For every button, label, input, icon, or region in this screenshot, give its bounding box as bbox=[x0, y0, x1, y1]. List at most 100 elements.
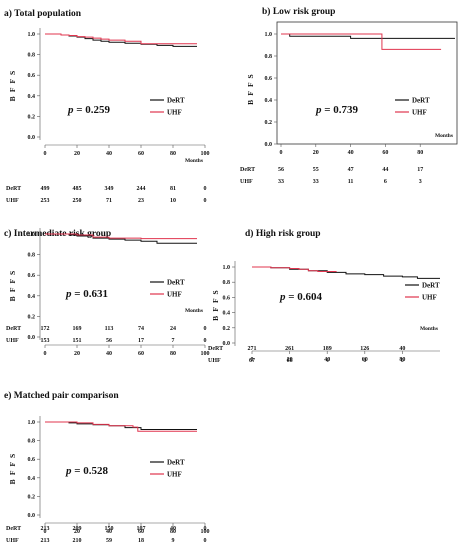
risk-row-label: UHF bbox=[6, 538, 19, 544]
x-tick-label: 60 bbox=[362, 357, 368, 363]
risk-count: 3 bbox=[419, 179, 422, 185]
y-tick-label: 0.4 bbox=[223, 311, 231, 317]
risk-count: 349 bbox=[105, 186, 114, 192]
x-axis-label: Months bbox=[185, 158, 203, 164]
x-tick-label: 80 bbox=[399, 357, 405, 363]
risk-count: 209 bbox=[73, 526, 82, 532]
x-tick-label: 40 bbox=[106, 351, 112, 357]
x-tick-label: 100 bbox=[201, 151, 210, 157]
risk-count: 0 bbox=[204, 198, 207, 204]
y-tick-label: 0.6 bbox=[28, 457, 36, 463]
risk-count: 56 bbox=[278, 167, 284, 173]
legend-entry: DeRT bbox=[167, 459, 185, 467]
x-axis-label: Months bbox=[185, 308, 203, 314]
risk-count: 18 bbox=[138, 538, 144, 544]
legend-entry: DeRT bbox=[167, 97, 185, 105]
y-tick-label: 0.4 bbox=[28, 476, 36, 482]
y-tick-label: 1.0 bbox=[28, 32, 36, 38]
x-tick-label: 80 bbox=[417, 150, 423, 156]
y-tick-label: 0.6 bbox=[265, 76, 273, 82]
risk-count: 210 bbox=[73, 538, 82, 544]
legend-entry: DeRT bbox=[412, 97, 430, 105]
risk-count: 23 bbox=[138, 198, 144, 204]
x-tick-label: 40 bbox=[348, 150, 354, 156]
y-tick-label: 0.8 bbox=[265, 54, 273, 60]
risk-count: 151 bbox=[73, 338, 82, 344]
series-line-uhf bbox=[45, 233, 197, 240]
risk-count: 253 bbox=[41, 198, 50, 204]
series-line-dert bbox=[252, 266, 440, 279]
x-tick-label: 60 bbox=[138, 351, 144, 357]
km-panel-4: d) High risk group 0.0 0.2 0.4 0.6 0.8 1.0 0 20 4… bbox=[208, 228, 440, 364]
y-tick-label: 0.0 bbox=[28, 135, 36, 141]
risk-row-label: UHF bbox=[6, 198, 19, 204]
legend-entry: UHF bbox=[167, 291, 182, 299]
risk-count: 71 bbox=[106, 198, 112, 204]
risk-count: 11 bbox=[348, 179, 354, 185]
km-panel-3: c) Intermediate risk group0.00.20.40.60.… bbox=[4, 228, 210, 357]
panel-title: b) Low risk group bbox=[262, 6, 335, 17]
risk-count: 66 bbox=[287, 358, 293, 364]
risk-count: 485 bbox=[73, 186, 82, 192]
x-tick-label: 100 bbox=[201, 351, 210, 357]
y-tick-label: 0.2 bbox=[28, 114, 36, 120]
risk-count: 0 bbox=[204, 538, 207, 544]
y-tick-label: 0.2 bbox=[265, 120, 273, 126]
y-tick-label: 1.0 bbox=[28, 232, 36, 238]
risk-count: 9 bbox=[172, 538, 175, 544]
plot-frame bbox=[276, 21, 458, 145]
risk-count: 261 bbox=[285, 346, 294, 352]
y-tick-label: 0.6 bbox=[28, 273, 36, 279]
risk-count: 4 bbox=[326, 358, 329, 364]
legend-entry: UHF bbox=[167, 471, 182, 479]
risk-row-label: UHF bbox=[208, 358, 221, 364]
y-tick-label: 1.0 bbox=[223, 265, 231, 271]
legend-entry: UHF bbox=[422, 294, 437, 302]
risk-row-label: UHF bbox=[240, 179, 253, 185]
series-line-uhf bbox=[252, 266, 337, 273]
risk-count: 213 bbox=[41, 526, 50, 532]
y-tick-label: 0.8 bbox=[28, 253, 36, 259]
y-tick-label: 0.0 bbox=[223, 341, 231, 347]
p-value: p = 0.739 bbox=[315, 104, 359, 116]
risk-count: 17 bbox=[417, 167, 423, 173]
p-value: p = 0.631 bbox=[65, 288, 108, 300]
x-tick-label: 20 bbox=[74, 351, 80, 357]
y-tick-label: 0.6 bbox=[28, 73, 36, 79]
risk-count: 24 bbox=[170, 326, 176, 332]
y-tick-label: 0.8 bbox=[28, 439, 36, 445]
y-tick-label: 0.2 bbox=[28, 494, 36, 500]
x-tick-label: 40 bbox=[106, 529, 112, 535]
y-tick-label: 1.0 bbox=[28, 420, 36, 426]
risk-count: 67 bbox=[249, 358, 255, 364]
risk-count: 7 bbox=[172, 338, 175, 344]
risk-count: 44 bbox=[382, 167, 388, 173]
risk-count: 33 bbox=[313, 179, 319, 185]
x-tick-label: 100 bbox=[201, 529, 210, 535]
y-tick-label: 0.8 bbox=[28, 53, 36, 59]
legend-entry: UHF bbox=[412, 109, 427, 117]
x-tick-label: 40 bbox=[324, 357, 330, 363]
panel-title: a) Total population bbox=[4, 8, 82, 19]
y-tick-label: 0.0 bbox=[265, 142, 273, 148]
x-tick-label: 0 bbox=[44, 151, 47, 157]
risk-count: 113 bbox=[105, 326, 114, 332]
legend-entry: UHF bbox=[167, 109, 182, 117]
y-axis-label: B F F S bbox=[8, 270, 17, 302]
risk-count: 55 bbox=[313, 167, 319, 173]
x-tick-label: 20 bbox=[287, 357, 293, 363]
risk-count: 40 bbox=[170, 526, 176, 532]
risk-row-label: DeRT bbox=[208, 346, 223, 352]
legend-entry: DeRT bbox=[422, 282, 440, 290]
risk-row-label: DeRT bbox=[240, 167, 255, 173]
y-tick-label: 0.0 bbox=[28, 513, 36, 519]
risk-count: 81 bbox=[170, 186, 176, 192]
y-tick-label: 0.6 bbox=[223, 295, 231, 301]
risk-row-label: DeRT bbox=[6, 326, 21, 332]
risk-count: 10 bbox=[170, 198, 176, 204]
x-tick-label: 80 bbox=[170, 529, 176, 535]
risk-count: 126 bbox=[360, 346, 369, 352]
risk-row-label: UHF bbox=[6, 338, 19, 344]
x-tick-label: 0 bbox=[44, 351, 47, 357]
